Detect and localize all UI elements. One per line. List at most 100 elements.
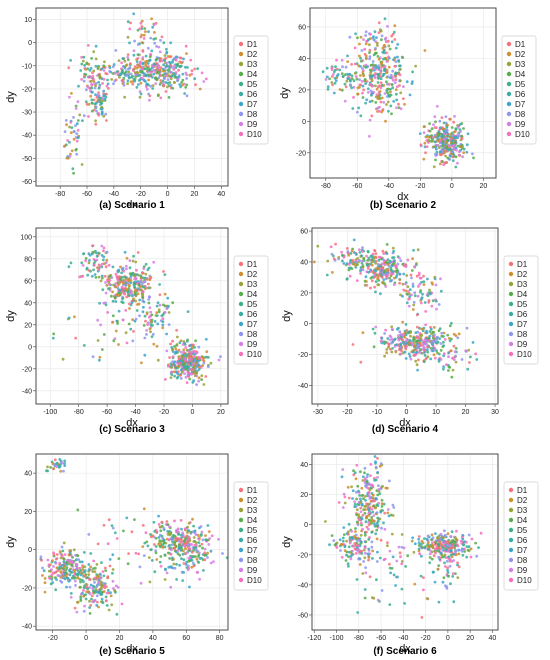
scatter-point [461, 553, 465, 557]
scatter-point [147, 30, 150, 33]
legend-label: D1 [515, 40, 526, 49]
scatter-point [424, 151, 427, 155]
scatter-point [158, 57, 162, 61]
plot-frame [311, 227, 499, 405]
scatter-point [457, 134, 461, 138]
x-axis-label: dx [126, 643, 138, 655]
scatter-point [98, 358, 101, 362]
scatter-point [361, 268, 365, 272]
scatter-point [94, 102, 98, 105]
scatter-point [388, 47, 392, 51]
scatter-point [390, 328, 394, 331]
scatter-point [52, 565, 55, 568]
scatter-point [102, 114, 106, 118]
scatter-point [124, 70, 128, 73]
scatter-point [141, 293, 145, 296]
scatter-point [95, 95, 99, 99]
scatter-point [353, 547, 357, 551]
scatter-point [50, 577, 54, 581]
scatter-point [203, 547, 207, 551]
legend-label: D6 [247, 90, 258, 99]
y-tick-label: -60 [22, 179, 32, 186]
scatter-point [356, 110, 359, 114]
scatter-point [90, 90, 94, 94]
scatter-point [365, 475, 369, 479]
scatter-point [388, 276, 392, 280]
scatter-point [139, 581, 143, 585]
legend-label: D6 [517, 310, 528, 319]
scatter-point [368, 48, 372, 52]
scatter-point [419, 344, 423, 347]
scatter-point [413, 294, 417, 298]
scatter-point [351, 497, 354, 500]
scatter-point [367, 523, 371, 527]
scatter-point [127, 283, 131, 287]
scatter-point [180, 527, 183, 531]
scatter-point [68, 568, 71, 572]
scatter-point [155, 311, 159, 314]
scatter-point [364, 495, 367, 498]
scatter-point [394, 264, 398, 268]
scatter-point [368, 100, 372, 103]
scatter-point [64, 119, 68, 122]
scatter-point [121, 266, 125, 270]
scatter-point [410, 269, 414, 272]
scatter-point [428, 561, 432, 565]
scatter-point [340, 475, 344, 479]
scatter-point [346, 562, 350, 566]
scatter-point [365, 254, 368, 258]
scatter-point [92, 268, 95, 272]
x-tick-label: -60 [352, 183, 362, 190]
scatter-point [393, 338, 396, 342]
x-tick-label: 40 [217, 191, 225, 198]
scatter-point [426, 348, 429, 351]
legend-marker [508, 497, 514, 503]
scatter-point [422, 360, 426, 363]
scatter-point [132, 297, 135, 301]
legend-label: D7 [517, 546, 528, 555]
scatter-point [170, 543, 174, 547]
scatter-point [420, 545, 424, 549]
scatter-point [364, 82, 367, 85]
scatter-point [148, 58, 152, 62]
scatter-point [120, 61, 123, 65]
scatter-point [385, 51, 388, 55]
scatter-point [193, 345, 196, 349]
x-tick-label: 40 [489, 635, 497, 642]
scatter-point [373, 30, 377, 34]
scatter-point [361, 475, 365, 479]
scatter-point [75, 573, 79, 576]
scatter-point [371, 60, 375, 63]
scatter-point [82, 580, 85, 584]
scatter-point [456, 125, 460, 129]
scatter-point [185, 94, 189, 98]
scatter-point [381, 249, 385, 253]
scatter-point [431, 541, 434, 545]
scatter-point [436, 567, 440, 571]
scatter-point [133, 518, 136, 521]
scatter-point [368, 575, 372, 579]
scatter-point [194, 533, 198, 536]
scatter-point [400, 562, 404, 566]
scatter-point [388, 479, 391, 483]
scatter-point [355, 513, 359, 517]
scatter-point [153, 320, 157, 323]
scatter-point [108, 66, 112, 69]
scatter-point [379, 81, 383, 85]
scatter-point [145, 311, 149, 315]
scatter-point [328, 543, 331, 547]
scatter-point [335, 58, 338, 62]
scatter-point [157, 310, 161, 314]
scatter-point [141, 310, 145, 314]
scatter-point [425, 537, 429, 541]
scatter-point [85, 576, 89, 579]
scatter-point [63, 459, 67, 463]
scatter-point [399, 343, 403, 346]
scatter-point [359, 501, 362, 504]
scatter-point [376, 267, 380, 270]
scatter-point [129, 291, 133, 295]
scatter-point [100, 110, 104, 113]
scatter-point [127, 70, 131, 74]
scatter-point [196, 533, 200, 537]
